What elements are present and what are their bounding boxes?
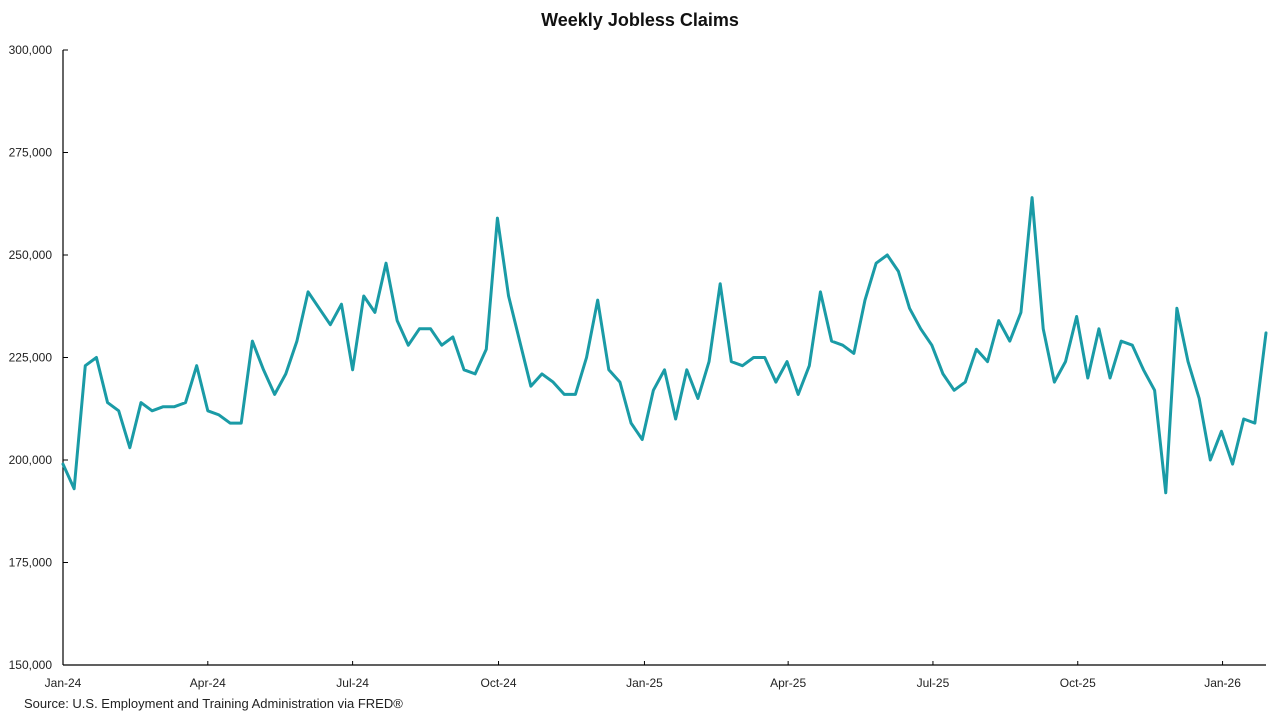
x-axis: Jan-24 Apr-24 Jul-24 Oct-24 Jan-25 Apr-25 Jul-… <box>45 661 1266 690</box>
y-tick-label: 275,000 <box>9 146 53 160</box>
x-tick-label: Apr-25 <box>770 676 806 690</box>
jobless-claims-line <box>61 196 1268 495</box>
x-tick-label: Jan-25 <box>626 676 663 690</box>
x-tick-label: Oct-24 <box>481 676 517 690</box>
x-tick-label: Oct-25 <box>1060 676 1096 690</box>
y-tick-label: 200,000 <box>9 453 53 467</box>
chart-title: Weekly Jobless Claims <box>541 10 739 30</box>
y-tick-label: 225,000 <box>9 351 53 365</box>
y-tick-label: 175,000 <box>9 556 53 570</box>
y-tick-label: 300,000 <box>9 43 53 57</box>
y-tick-label: 250,000 <box>9 248 53 262</box>
y-axis: 150,000 175,000 200,000 225,000 250,000 275,0… <box>9 43 68 672</box>
x-tick-label: Jan-24 <box>45 676 82 690</box>
y-tick-label: 150,000 <box>9 658 53 672</box>
x-tick-label: Jul-25 <box>917 676 950 690</box>
source-note: Source: U.S. Employment and Training Adm… <box>24 696 403 711</box>
x-tick-label: Jul-24 <box>336 676 369 690</box>
x-tick-label: Jan-26 <box>1204 676 1241 690</box>
x-tick-label: Apr-24 <box>190 676 226 690</box>
